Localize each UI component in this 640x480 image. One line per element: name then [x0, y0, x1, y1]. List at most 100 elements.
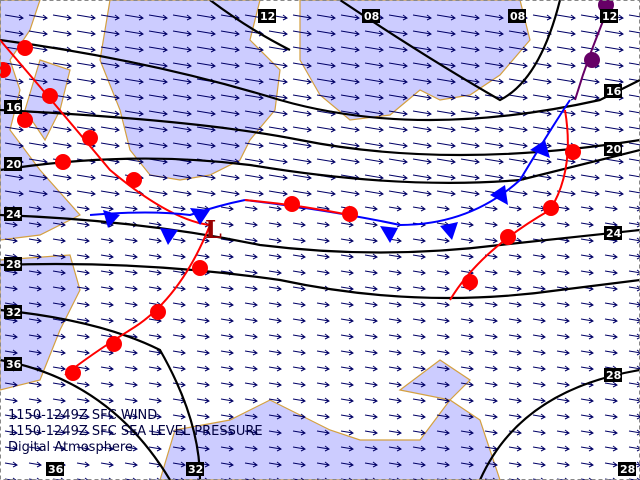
wind-arrow: [604, 413, 618, 420]
wind-arrow: [508, 158, 528, 165]
wind-arrow: [292, 158, 312, 165]
wind-arrow: [340, 461, 354, 468]
wind-arrow: [436, 94, 456, 101]
wind-arrow: [76, 429, 90, 436]
wind-arrow: [388, 94, 408, 101]
label-left-1: 20: [4, 157, 22, 171]
wind-arrow: [52, 413, 66, 420]
baltic: [299, 0, 531, 121]
wind-arrow: [76, 413, 90, 420]
wind-arrow: [244, 78, 264, 85]
wind-arrow: [436, 46, 456, 53]
wind-arrow: [556, 62, 576, 69]
wind-arrow: [220, 461, 234, 468]
wind-arrow: [148, 429, 162, 436]
wind-arrow: [196, 253, 210, 260]
wind-arrow: [292, 317, 306, 324]
wind-arrow: [244, 445, 258, 452]
wind-arrow: [268, 221, 282, 228]
wind-arrow: [364, 174, 384, 181]
wind-arrow: [244, 46, 264, 53]
wind-arrow: [388, 158, 408, 165]
wind-arrow: [244, 205, 258, 212]
isobar-labels: 12 08 08 12 16 20 24 28 32 36 16 20 24 2…: [4, 9, 636, 476]
wind-arrow: [76, 78, 96, 85]
wind-arrow: [460, 158, 480, 165]
wind-arrow: [52, 381, 66, 388]
wind-arrow: [292, 126, 312, 133]
wind-arrow: [220, 174, 240, 181]
wind-arrow: [100, 30, 120, 37]
wind-arrow: [148, 333, 162, 340]
wind-arrow: [364, 221, 378, 228]
wind-arrow: [532, 221, 546, 228]
wind-arrow: [76, 365, 90, 372]
wind-arrow: [28, 445, 42, 452]
wind-arrow: [628, 253, 640, 260]
wind-arrow: [268, 413, 282, 420]
wind-arrow: [172, 14, 192, 21]
wind-arrow: [460, 237, 474, 244]
wind-arrow: [148, 190, 168, 197]
wind-arrow: [28, 461, 42, 468]
wind-arrow: [28, 349, 42, 356]
wind-arrow: [532, 477, 545, 480]
wind-arrow: [340, 429, 354, 436]
wind-arrow: [124, 46, 144, 53]
wind-arrow: [412, 333, 426, 340]
wind-arrow: [628, 62, 640, 66]
wind-arrow: [196, 285, 210, 292]
wind-arrow: [436, 285, 450, 292]
wind-arrow: [148, 381, 162, 388]
wind-arrow: [340, 445, 354, 452]
wind-arrow: [316, 381, 330, 388]
wind-arrow: [220, 301, 234, 308]
wind-arrow: [244, 285, 258, 292]
wind-arrow: [460, 221, 474, 228]
wind-arrow: [4, 237, 18, 244]
wind-arrow: [148, 14, 168, 21]
wind-arrow: [580, 190, 600, 197]
wind-arrow: [604, 174, 624, 181]
wind-arrow: [532, 397, 546, 404]
svg-text:28: 28: [606, 369, 621, 382]
wind-arrow: [220, 78, 240, 85]
wind-arrow: [580, 221, 594, 228]
wind-arrow: [364, 78, 384, 85]
wind-arrow: [436, 269, 450, 276]
wind-arrow: [220, 317, 234, 324]
wind-arrow: [4, 413, 18, 420]
wind-arrow: [340, 317, 354, 324]
wind-arrow: [484, 158, 504, 165]
wind-arrow: [28, 413, 42, 420]
wind-arrow: [316, 253, 330, 260]
wind-arrow: [268, 110, 288, 117]
wind-arrow: [580, 237, 594, 244]
wind-arrow: [148, 30, 168, 37]
wind-arrow: [268, 397, 282, 404]
label-left-2: 24: [4, 207, 22, 221]
wind-arrow: [508, 94, 528, 101]
wind-arrow: [388, 14, 408, 21]
bay-of-biscay: [0, 254, 81, 391]
wind-arrow: [172, 174, 192, 181]
wind-arrow: [148, 142, 168, 149]
cold-front-triangles: [103, 140, 550, 245]
wind-arrow: [76, 461, 90, 468]
wind-arrow: [316, 317, 330, 324]
wind-arrow: [244, 62, 264, 69]
wind-arrow: [412, 317, 426, 324]
wind-arrow: [532, 269, 546, 276]
wind-arrow: [76, 477, 89, 480]
wind-arrow: [604, 190, 624, 197]
svg-text:20: 20: [606, 143, 622, 156]
wind-arrow: [52, 126, 72, 133]
wind-arrow: [364, 445, 378, 452]
wind-arrow: [340, 285, 354, 292]
wind-arrow: [604, 78, 624, 85]
svg-text:32: 32: [6, 306, 21, 319]
wind-arrow: [412, 190, 432, 197]
wind-arrow: [196, 94, 216, 101]
wind-arrow: [292, 413, 306, 420]
wind-arrow: [292, 445, 306, 452]
